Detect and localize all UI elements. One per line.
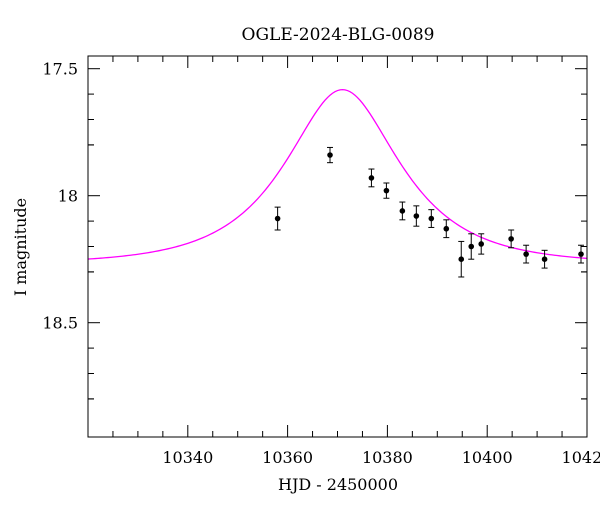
data-point [274, 206, 281, 231]
x-tick-label: 10340 [162, 448, 213, 467]
ticks-layer [87, 56, 588, 437]
data-point [458, 240, 465, 278]
data-point [383, 182, 390, 199]
data-point [578, 244, 585, 264]
data-point [478, 233, 485, 255]
data-marker [508, 236, 514, 242]
x-tick-label: 10380 [362, 448, 413, 467]
plot-frame [87, 55, 588, 438]
data-point [413, 205, 420, 227]
data-point [399, 201, 406, 221]
model-curve-layer [87, 88, 588, 260]
y-tick-label: 18.5 [42, 314, 78, 333]
x-tick-label: 10360 [262, 448, 313, 467]
data-marker [468, 243, 475, 250]
data-marker [413, 213, 420, 219]
data-marker [399, 208, 406, 214]
data-marker [443, 225, 450, 232]
x-tick-label: 10400 [462, 448, 513, 467]
data-point [368, 168, 375, 188]
data-point [541, 249, 548, 269]
data-point [327, 146, 334, 164]
data-marker [383, 187, 390, 194]
data-marker [523, 251, 529, 257]
y-axis-label: I magnitude [11, 198, 30, 296]
chart-title: OGLE-2024-BLG-0089 [242, 25, 435, 45]
data-marker [541, 256, 548, 263]
data-point [523, 244, 530, 264]
data-point [508, 229, 515, 249]
data-marker [578, 251, 584, 257]
data-marker [478, 241, 485, 247]
tick-labels-layer: 10340 10360 10380 10400 10420 17.5 18 18.5 [42, 60, 600, 467]
data-marker [327, 152, 333, 158]
model-curve [87, 88, 588, 260]
data-points-layer [274, 146, 585, 278]
x-axis-label: HJD - 2450000 [278, 475, 398, 494]
data-marker [428, 215, 435, 222]
y-tick-label: 18 [58, 187, 78, 206]
data-marker [368, 175, 375, 181]
data-point [443, 219, 450, 239]
y-tick-label: 17.5 [42, 60, 78, 79]
data-point [468, 233, 475, 260]
data-marker [274, 215, 281, 222]
data-marker [458, 256, 465, 263]
x-tick-label: 10420 [562, 448, 600, 467]
data-point [428, 209, 435, 228]
